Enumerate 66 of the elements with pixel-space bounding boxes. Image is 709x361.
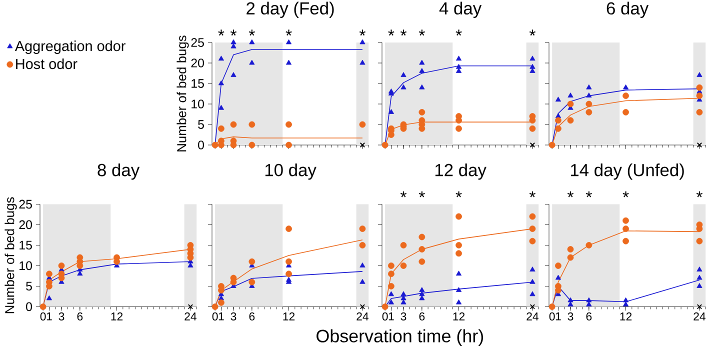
x-tick-label: 6 [77,312,83,321]
text: * [418,30,425,36]
y-tick-label: 15 [20,240,32,250]
y-tick-label: 0 [26,302,32,312]
text: * [529,30,536,36]
text: * [696,191,702,198]
y-tick-label: 20 [191,58,204,68]
x-tick-label: 12 [453,312,465,320]
x-tick-label: 24 [356,312,368,320]
text: * [218,30,224,36]
y-axis-title: Number of bed bugs [4,197,17,314]
x-tick-label: 0 [382,312,388,321]
x-tick-label: 24 [694,312,706,320]
x-tick-label: 0 [212,312,218,321]
y-tick-label: 5 [26,282,32,291]
x-tick-label: 6 [586,312,592,321]
y-tick-label: 20 [19,220,32,230]
text: * [400,191,407,198]
x-tick-label: 6 [419,312,425,321]
text: * [400,30,407,36]
legend-label: Host odor [16,58,78,70]
text: * [622,191,629,198]
text: * [359,30,366,36]
x-tick-label: 1 [556,312,561,320]
x-tick-label: 12 [283,312,295,320]
text: * [456,191,462,198]
x-axis-title: Observation time (hr) [316,329,483,346]
y-tick-label: 25 [191,38,204,47]
x-tick-label: 24 [184,312,196,320]
x-tick-label: 24 [526,312,538,320]
chart-title: 6 day [606,2,649,18]
text: * [248,30,255,36]
x-tick-label: 6 [249,312,255,321]
x-tick-label: 0 [40,312,46,321]
y-tick-label: 10 [20,261,32,270]
chart-title: 4 day [439,2,482,18]
x-tick-label: 12 [620,312,632,320]
text: * [567,191,574,198]
chart-title: 14 day (Unfed) [570,163,684,180]
x-tick-label: 12 [111,312,123,320]
chart-title: 12 day [435,163,486,180]
x-tick-label: 1 [388,312,394,320]
x-tick-label: 0 [549,312,555,321]
text: * [529,191,536,198]
x-tick-label: 3 [230,312,236,321]
text: * [586,191,592,198]
x-tick-label: 1 [218,312,224,320]
y-tick-label: 0 [198,140,204,150]
text: * [388,30,394,36]
y-tick-label: 25 [19,200,32,209]
x-tick-label: 3 [58,312,64,321]
y-tick-label: 5 [198,120,204,129]
chart-title: 10 day [265,163,316,180]
x-tick-label: 3 [400,312,406,321]
x-tick-label: 1 [46,312,52,320]
y-tick-label: 15 [192,79,204,88]
y-axis-title: Number of bed bugs [176,36,189,152]
x-tick-label: 3 [568,312,574,321]
text: * [418,191,425,198]
text: * [286,30,292,36]
chart-title: 2 day (Fed) [246,2,334,18]
text: * [230,30,237,36]
y-tick-label: 10 [192,100,204,108]
legend-label: Aggregation odor [14,40,126,54]
chart-title: 8 day [98,163,140,180]
text: * [456,30,462,36]
